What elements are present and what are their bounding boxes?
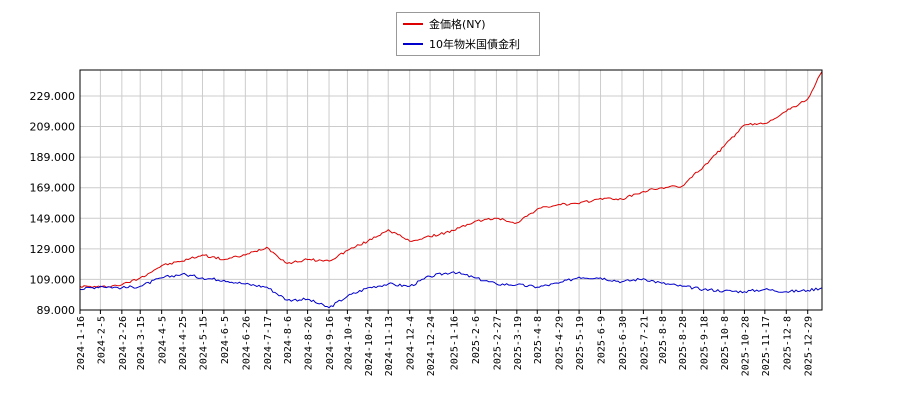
grid — [79, 70, 822, 311]
x-tick-label: 2024-9-16 — [325, 316, 336, 370]
x-tick-label: 2025-7-21 — [639, 316, 650, 370]
x-tick-label: 2024-12-24 — [426, 316, 437, 376]
y-tick-label: 149.000 — [30, 212, 76, 225]
x-tick-label: 2024-6-26 — [241, 316, 252, 370]
x-tick-label: 2024-4-5 — [158, 316, 169, 364]
series-line-gold-price — [79, 71, 823, 288]
series-lines — [79, 71, 823, 309]
x-tick-label: 2025-4-8 — [533, 316, 544, 364]
chart-legend: 金価格(NY) 10年物米国債金利 — [396, 12, 540, 56]
legend-swatch-gold — [403, 23, 423, 25]
y-tick-label: 129.000 — [30, 243, 76, 256]
plot-frame — [79, 69, 823, 311]
x-tick-label: 2025-4-29 — [555, 316, 566, 370]
x-tick-label: 2025-12-8 — [782, 316, 793, 370]
y-tick-label: 89.000 — [37, 304, 76, 317]
y-tick-label: 229.000 — [30, 90, 76, 103]
legend-item-gold: 金価格(NY) — [403, 15, 486, 33]
x-tick-label: 2024-7-17 — [263, 316, 274, 370]
legend-swatch-treasury — [403, 43, 423, 45]
series-line-treasury-yield — [79, 271, 823, 309]
x-tick-label: 2024-4-25 — [178, 316, 189, 370]
x-tick-label: 2025-3-19 — [513, 316, 524, 370]
x-tick-label: 2025-12-29 — [804, 316, 815, 376]
x-tick-label: 2025-2-6 — [471, 316, 482, 364]
x-tick-label: 2024-10-4 — [343, 316, 354, 370]
x-tick-label: 2024-2-5 — [96, 316, 107, 364]
x-tick-label: 2024-3-15 — [136, 316, 147, 370]
x-tick-label: 2024-11-13 — [384, 316, 395, 376]
x-tick-label: 2025-9-18 — [700, 316, 711, 370]
x-tick-label: 2024-1-16 — [76, 316, 87, 370]
x-tick-label: 2025-1-16 — [450, 316, 461, 370]
x-tick-label: 2025-6-9 — [597, 316, 608, 364]
y-tick-label: 169.000 — [30, 182, 76, 195]
x-tick-label: 2025-8-28 — [678, 316, 689, 370]
x-tick-label: 2025-10-28 — [740, 316, 751, 376]
x-tick-label: 2024-10-24 — [364, 316, 375, 376]
x-tick-label: 2025-6-30 — [618, 316, 629, 370]
x-tick-label: 2024-8-26 — [304, 316, 315, 370]
x-tick-label: 2024-5-15 — [198, 316, 209, 370]
x-tick-label: 2024-12-4 — [406, 316, 417, 370]
y-tick-label: 189.000 — [30, 151, 76, 164]
y-tick-label: 209.000 — [30, 121, 76, 134]
legend-label-treasury: 10年物米国債金利 — [429, 38, 520, 51]
x-tick-label: 2024-6-5 — [220, 316, 231, 364]
y-axis: 89.000 109.000 129.000 149.000 169.000 189.00… — [30, 90, 76, 317]
x-axis: 2024-1-16 2024-2-5 2024-2-26 2024-3-15 2024-… — [76, 310, 815, 376]
x-tick-label: 2025-5-19 — [575, 316, 586, 370]
x-tick-label: 2025-10-8 — [720, 316, 731, 370]
x-tick-label: 2025-8-8 — [658, 316, 669, 364]
y-tick-label: 109.000 — [30, 273, 76, 286]
legend-item-treasury: 10年物米国債金利 — [403, 35, 520, 53]
x-tick-label: 2024-8-6 — [283, 316, 294, 364]
legend-label-gold: 金価格(NY) — [429, 18, 486, 31]
x-tick-label: 2025-2-27 — [492, 316, 503, 370]
x-tick-label: 2025-11-17 — [761, 316, 772, 376]
x-tick-label: 2024-2-26 — [118, 316, 129, 370]
